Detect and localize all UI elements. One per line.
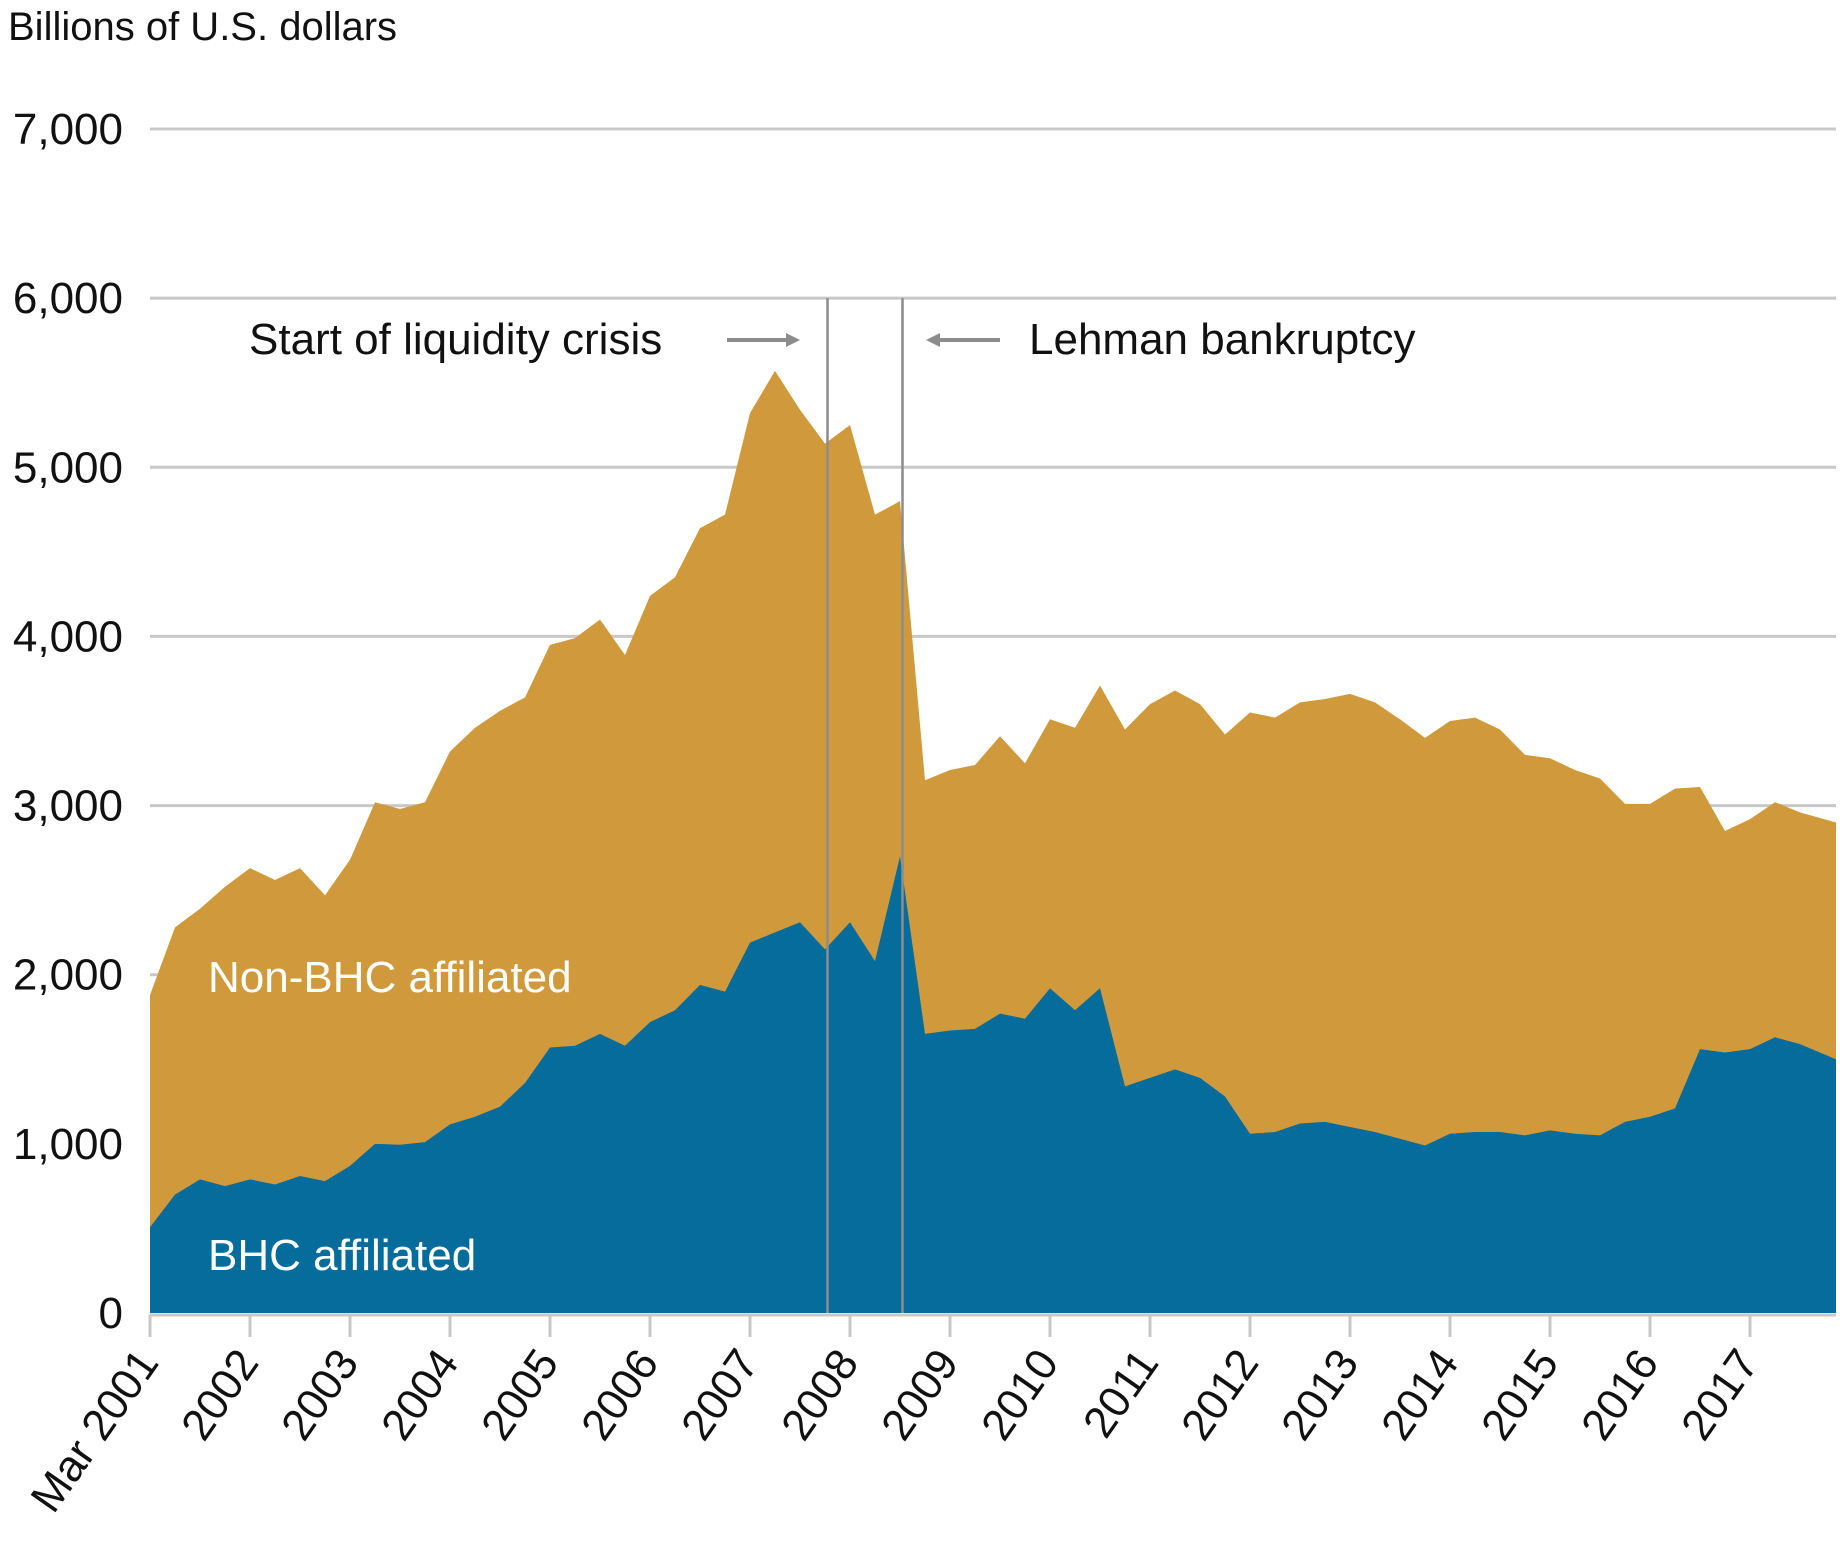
y-tick-label: 2,000 — [13, 951, 123, 1000]
x-tick-label: 2005 — [472, 1341, 568, 1449]
y-tick-label: 5,000 — [13, 443, 123, 492]
x-tick-label: 2015 — [1472, 1341, 1568, 1449]
x-tick-label: 2014 — [1372, 1341, 1468, 1449]
x-tick-label: 2003 — [272, 1341, 368, 1449]
y-tick-label: 7,000 — [13, 105, 123, 154]
y-axis-title: Billions of U.S. dollars — [8, 5, 397, 49]
arrowhead-right-icon — [786, 333, 800, 347]
y-tick-label: 1,000 — [13, 1120, 123, 1169]
y-tick-label: 3,000 — [13, 782, 123, 831]
x-tick-label: 2007 — [672, 1341, 768, 1449]
x-tick-label: 2009 — [872, 1341, 968, 1449]
series-label-bhc: BHC affiliated — [208, 1231, 476, 1280]
annotation-lehman: Lehman bankruptcy — [1029, 315, 1415, 364]
area-bhc-affiliated — [150, 856, 1836, 1313]
x-tick-label: Mar 2001 — [21, 1341, 168, 1521]
y-tick-label: 6,000 — [13, 274, 123, 323]
x-tick-label: 2004 — [372, 1341, 468, 1449]
x-tick-label: 2017 — [1672, 1341, 1768, 1449]
x-tick-label: 2013 — [1272, 1341, 1368, 1449]
arrowhead-left-icon — [926, 333, 940, 347]
y-tick-label: 4,000 — [13, 612, 123, 661]
x-tick-label: 2016 — [1572, 1341, 1668, 1449]
series-label-non-bhc: Non-BHC affiliated — [208, 953, 572, 1002]
x-tick-label: 2010 — [972, 1341, 1068, 1449]
y-tick-label: 0 — [99, 1289, 123, 1338]
x-tick-label: 2011 — [1074, 1341, 1168, 1447]
x-tick-label: 2012 — [1172, 1341, 1268, 1449]
x-tick-label: 2006 — [572, 1341, 668, 1449]
x-tick-label: 2008 — [772, 1341, 868, 1449]
annotation-liquidity-crisis: Start of liquidity crisis — [249, 315, 662, 364]
x-tick-label: 2002 — [172, 1341, 268, 1449]
